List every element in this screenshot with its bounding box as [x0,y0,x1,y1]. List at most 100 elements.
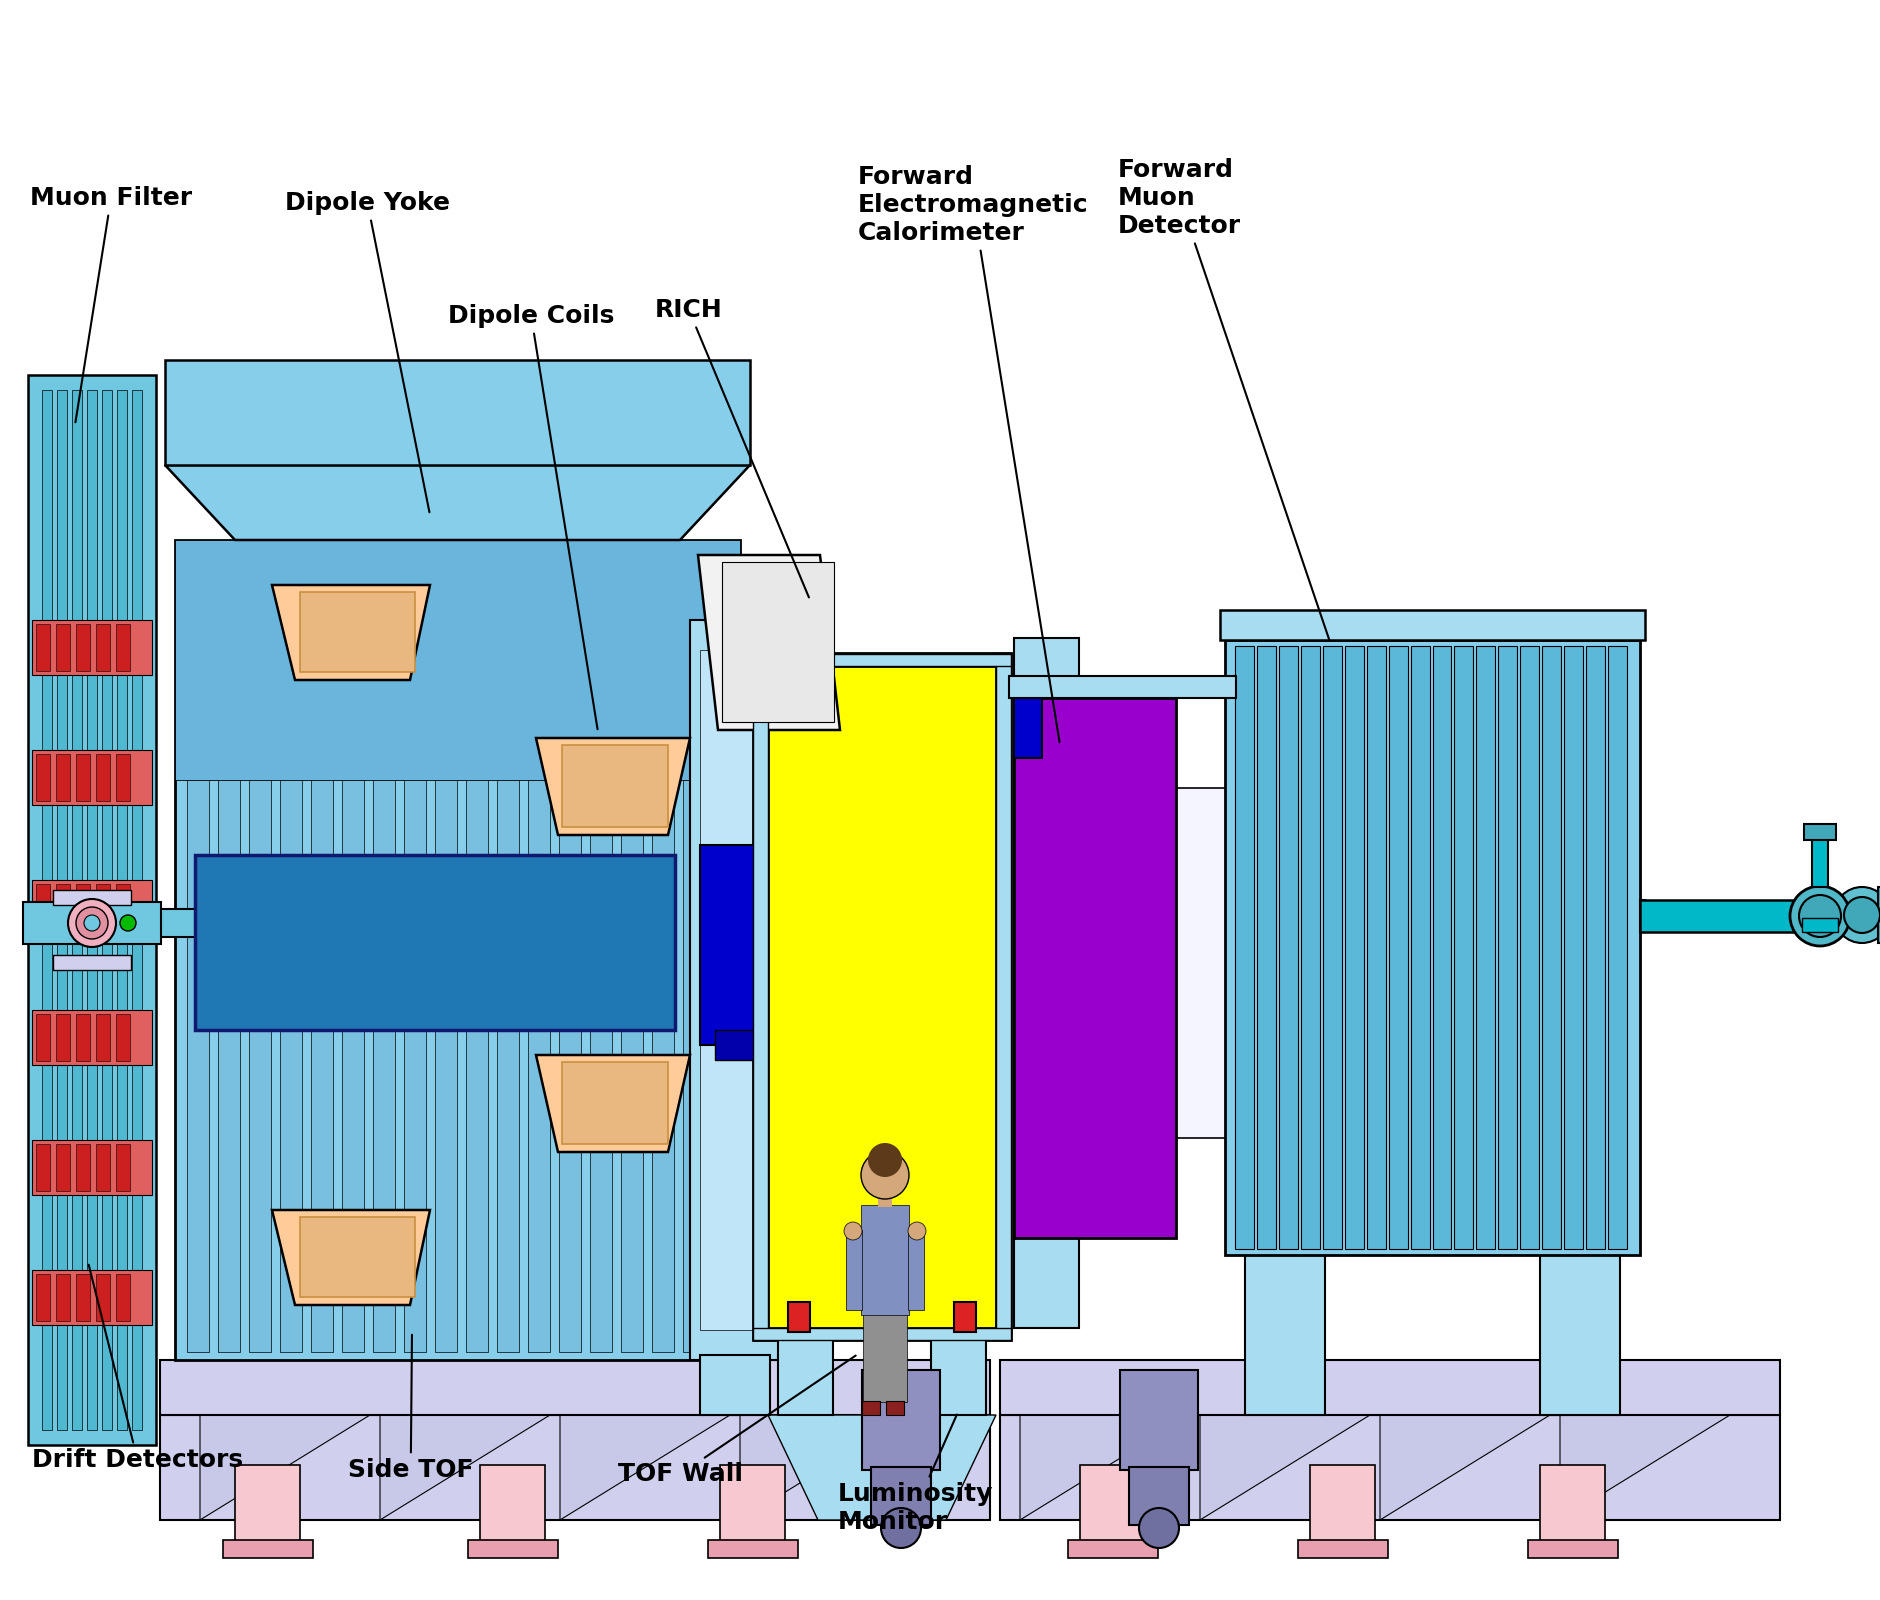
Bar [1564,646,1583,1250]
Bar [434,547,457,1352]
Text: RICH: RICH [654,298,808,597]
Text: Dipole Yoke: Dipole Yoke [286,190,449,512]
Bar [1367,646,1386,1250]
Bar [36,883,51,931]
Bar [1878,886,1880,942]
Text: Forward
Electromagnetic
Calorimeter: Forward Electromagnetic Calorimeter [857,165,1089,742]
Bar [75,883,90,931]
Bar [224,1539,312,1558]
Bar [186,547,209,1352]
Bar [562,746,667,827]
Bar [931,1334,985,1414]
Bar [434,899,498,968]
Circle shape [882,1507,921,1549]
Bar [376,878,384,1006]
Bar [1278,646,1297,1250]
Bar [1000,1360,1780,1414]
Bar [449,872,493,1013]
Bar [861,1205,910,1315]
Bar [1607,646,1626,1250]
Bar [261,878,269,1006]
Bar [660,870,675,1014]
Bar [453,878,461,1006]
Circle shape [1139,1507,1179,1549]
Bar [769,666,996,1328]
Bar [258,872,301,1013]
Polygon shape [1021,1414,1190,1520]
Bar [235,1466,301,1550]
Bar [117,883,130,931]
Bar [290,878,295,1006]
Bar [96,624,111,670]
Bar [528,547,551,1352]
Bar [337,878,344,1006]
Bar [1639,899,1645,931]
Bar [156,909,256,938]
Bar [32,750,152,805]
Bar [1812,837,1827,886]
Bar [75,1144,90,1190]
Bar [56,1014,70,1061]
Circle shape [1799,894,1841,938]
Bar [75,1274,90,1322]
Bar [1433,646,1451,1250]
Bar [117,624,130,670]
Bar [720,1466,786,1550]
Bar [214,899,280,968]
Bar [462,878,470,1006]
Text: Dipole Coils: Dipole Coils [447,304,615,730]
Bar [1542,646,1560,1250]
Bar [132,390,143,1430]
Circle shape [1790,886,1850,946]
Polygon shape [165,466,750,541]
Bar [479,1466,545,1550]
Bar [96,1014,111,1061]
Bar [863,1402,880,1414]
Bar [327,878,335,1006]
Bar [481,878,489,1006]
Bar [320,878,325,1006]
Bar [36,1014,51,1061]
Bar [53,890,132,906]
Bar [1079,1466,1145,1550]
Bar [117,1274,130,1322]
Bar [56,1144,70,1190]
Text: Luminosity
Monitor: Luminosity Monitor [838,1414,993,1534]
Bar [1177,787,1231,1138]
Bar [472,878,479,1006]
Bar [754,653,769,1341]
Bar [36,754,51,802]
Text: Side TOF: Side TOF [348,1334,474,1482]
Bar [590,547,613,1352]
Bar [1220,610,1645,640]
Bar [402,872,444,1013]
Bar [432,878,440,1006]
Bar [617,878,622,1006]
Bar [218,547,241,1352]
Bar [310,547,333,1352]
Bar [32,1139,152,1195]
Bar [96,754,111,802]
Bar [1120,1370,1198,1470]
Bar [508,899,572,968]
Bar [196,854,675,870]
Bar [1498,646,1517,1250]
Bar [1013,698,1177,1238]
Text: Muon Filter: Muon Filter [30,186,192,422]
Circle shape [120,915,135,931]
Circle shape [1844,898,1880,933]
Bar [301,592,415,672]
Bar [1528,1539,1619,1558]
Bar [425,878,431,1006]
Bar [699,845,780,1045]
Bar [996,653,1011,1341]
Bar [1245,1250,1325,1414]
Bar [196,1014,675,1030]
Bar [511,878,519,1006]
Polygon shape [697,555,840,730]
Text: Forward
Muon
Detector: Forward Muon Detector [1119,158,1329,640]
Bar [690,619,790,1360]
Polygon shape [1199,1414,1371,1520]
Text: TOF Wall: TOF Wall [619,1355,855,1486]
Bar [722,562,835,722]
